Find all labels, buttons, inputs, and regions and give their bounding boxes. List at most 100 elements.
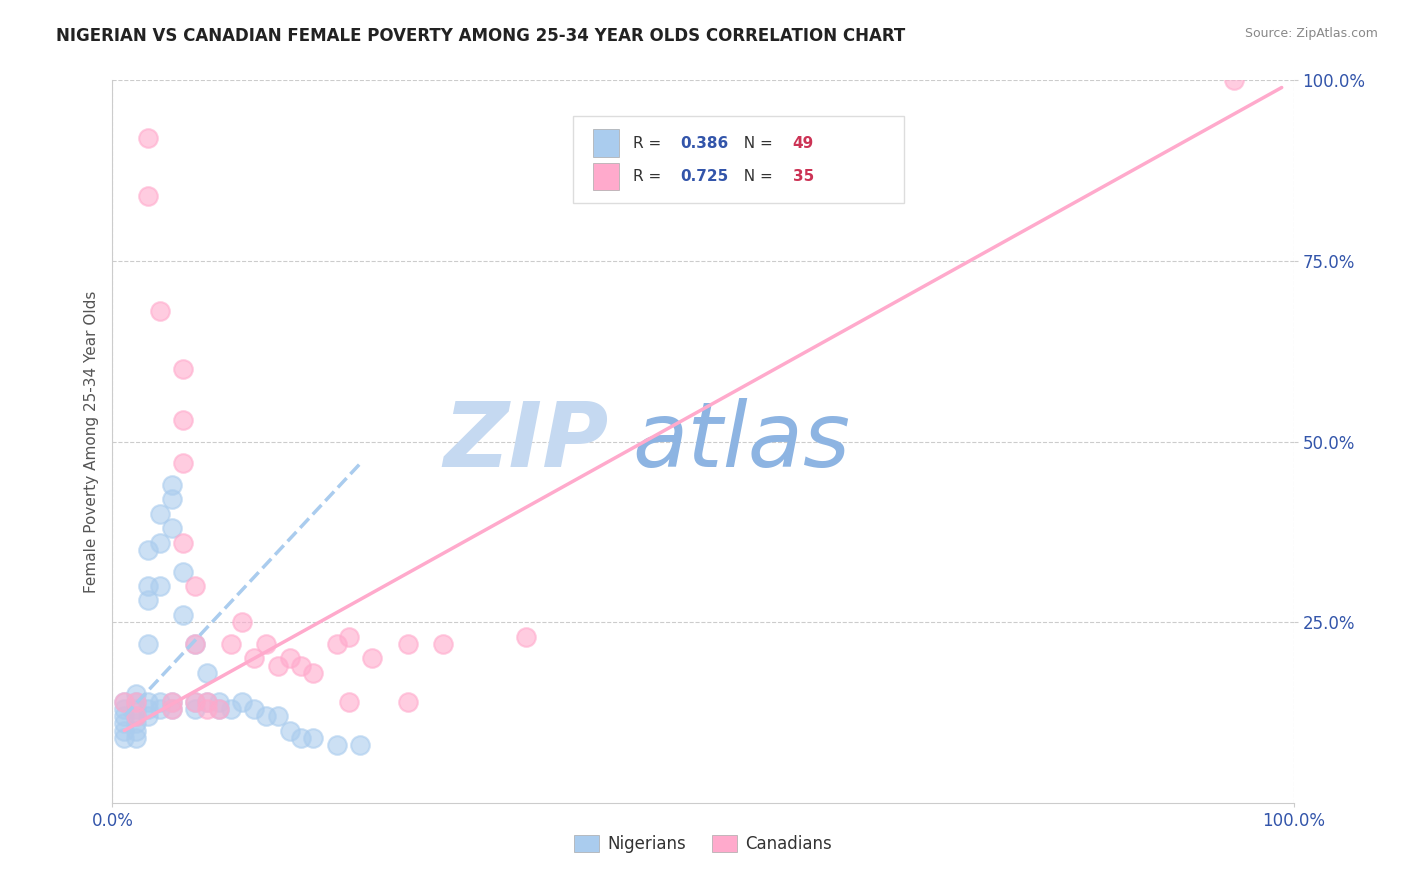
Point xyxy=(125,709,148,723)
Text: atlas: atlas xyxy=(633,398,851,485)
Point xyxy=(208,702,231,716)
Point xyxy=(243,702,266,716)
Point xyxy=(149,535,172,549)
Point xyxy=(337,695,360,709)
Point xyxy=(160,702,183,716)
Point xyxy=(125,687,148,701)
Point xyxy=(290,658,312,673)
Point xyxy=(349,738,371,752)
Point xyxy=(149,695,172,709)
Point xyxy=(160,478,183,492)
Point xyxy=(125,716,148,731)
Point xyxy=(195,695,218,709)
Point xyxy=(302,665,325,680)
Point xyxy=(184,637,207,651)
Point xyxy=(195,695,218,709)
Point xyxy=(219,637,242,651)
Point xyxy=(172,535,194,549)
Point xyxy=(136,131,159,145)
Text: 0.386: 0.386 xyxy=(681,136,728,151)
Point xyxy=(195,702,218,716)
Point xyxy=(267,709,290,723)
Text: 35: 35 xyxy=(793,169,814,184)
Point xyxy=(160,521,183,535)
Point xyxy=(208,695,231,709)
Text: ZIP: ZIP xyxy=(443,398,609,485)
Point xyxy=(184,637,207,651)
Point xyxy=(112,709,135,723)
Point xyxy=(172,413,194,427)
Point xyxy=(136,189,159,203)
Point xyxy=(149,304,172,318)
Point xyxy=(112,695,135,709)
Point xyxy=(160,695,183,709)
Point xyxy=(278,723,301,738)
Point xyxy=(125,731,148,745)
Text: N =: N = xyxy=(734,136,778,151)
Point xyxy=(112,695,135,709)
Point xyxy=(231,695,253,709)
Point xyxy=(112,716,135,731)
Point xyxy=(149,507,172,521)
Point xyxy=(112,723,135,738)
Point xyxy=(302,731,325,745)
Text: R =: R = xyxy=(633,136,666,151)
Text: Source: ZipAtlas.com: Source: ZipAtlas.com xyxy=(1244,27,1378,40)
Point xyxy=(1223,73,1246,87)
Point xyxy=(326,637,349,651)
Text: 0.725: 0.725 xyxy=(681,169,728,184)
Point xyxy=(149,702,172,716)
FancyBboxPatch shape xyxy=(593,162,619,190)
Point xyxy=(172,362,194,376)
Point xyxy=(136,593,159,607)
Point xyxy=(290,731,312,745)
Point xyxy=(172,607,194,622)
Point xyxy=(125,709,148,723)
Point xyxy=(243,651,266,665)
Point xyxy=(136,579,159,593)
FancyBboxPatch shape xyxy=(593,129,619,157)
Point xyxy=(326,738,349,752)
Point xyxy=(125,723,148,738)
Point xyxy=(337,630,360,644)
Point xyxy=(136,709,159,723)
Point xyxy=(184,695,207,709)
Point xyxy=(184,579,207,593)
Text: R =: R = xyxy=(633,169,666,184)
Point xyxy=(396,637,419,651)
Point xyxy=(160,492,183,507)
Point xyxy=(432,637,454,651)
Point xyxy=(267,658,290,673)
Point xyxy=(136,702,159,716)
Point xyxy=(136,695,159,709)
Point xyxy=(125,695,148,709)
Point xyxy=(254,709,277,723)
Point xyxy=(160,695,183,709)
Point xyxy=(515,630,537,644)
Point xyxy=(254,637,277,651)
Point xyxy=(208,702,231,716)
Legend: Nigerians, Canadians: Nigerians, Canadians xyxy=(568,828,838,860)
Point xyxy=(172,565,194,579)
Point xyxy=(184,702,207,716)
Point xyxy=(195,665,218,680)
Point xyxy=(125,695,148,709)
Text: N =: N = xyxy=(734,169,778,184)
Y-axis label: Female Poverty Among 25-34 Year Olds: Female Poverty Among 25-34 Year Olds xyxy=(83,291,98,592)
Point xyxy=(361,651,384,665)
Point xyxy=(278,651,301,665)
Text: NIGERIAN VS CANADIAN FEMALE POVERTY AMONG 25-34 YEAR OLDS CORRELATION CHART: NIGERIAN VS CANADIAN FEMALE POVERTY AMON… xyxy=(56,27,905,45)
Point xyxy=(184,695,207,709)
Point xyxy=(231,615,253,630)
Text: 49: 49 xyxy=(793,136,814,151)
Point xyxy=(112,702,135,716)
Point xyxy=(125,702,148,716)
Point xyxy=(172,456,194,470)
Point xyxy=(136,542,159,557)
Point xyxy=(149,579,172,593)
Point xyxy=(136,637,159,651)
Point xyxy=(396,695,419,709)
Point xyxy=(219,702,242,716)
Point xyxy=(112,731,135,745)
Point xyxy=(160,702,183,716)
